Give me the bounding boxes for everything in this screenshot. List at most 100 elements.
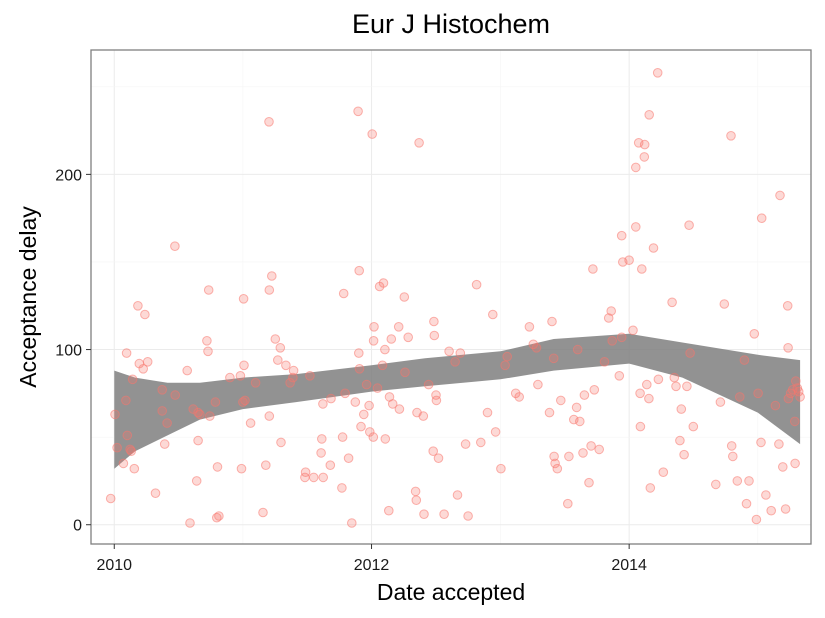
grid (91, 50, 811, 544)
data-point (387, 399, 398, 409)
data-point (378, 278, 389, 288)
data-point (471, 279, 482, 290)
data-point (372, 383, 383, 393)
x-tick-label: 2010 (96, 557, 132, 574)
data-point (550, 458, 560, 469)
data-point (688, 421, 699, 432)
data-point (157, 406, 167, 416)
data-point (500, 360, 510, 371)
data-point (455, 348, 466, 358)
data-point (212, 462, 223, 472)
data-point (399, 292, 410, 302)
data-point (684, 220, 694, 230)
data-point (599, 357, 610, 367)
data-point (419, 509, 429, 520)
data-point (159, 439, 170, 449)
data-point (676, 404, 687, 414)
data-point (170, 241, 180, 251)
data-point (235, 371, 246, 381)
data-point (658, 467, 669, 478)
confidence-band (114, 333, 801, 469)
data-point (368, 432, 379, 442)
data-point (410, 486, 421, 497)
x-tick-label: 2014 (611, 557, 647, 574)
data-point (739, 355, 750, 365)
data-point (368, 336, 379, 346)
data-point (210, 397, 221, 407)
data-point (575, 416, 585, 427)
data-point (711, 479, 721, 490)
data-point (652, 68, 663, 78)
data-point (614, 371, 625, 381)
data-point (317, 434, 327, 444)
data-point (356, 421, 366, 432)
data-point (133, 301, 143, 311)
data-point (300, 467, 311, 478)
data-point (377, 360, 388, 371)
data-point (261, 460, 271, 471)
data-point (732, 476, 743, 486)
data-point (645, 483, 656, 493)
data-point (679, 449, 689, 460)
data-point (549, 451, 559, 462)
data-point (275, 343, 286, 353)
data-point (648, 243, 659, 253)
data-point (285, 378, 295, 388)
data-point (384, 505, 394, 516)
data-point (749, 329, 760, 339)
data-point (631, 162, 641, 173)
data-point (359, 409, 369, 420)
data-point (162, 418, 172, 428)
data-point (482, 407, 493, 418)
data-point (778, 462, 788, 472)
data-point (338, 288, 349, 299)
data-point (347, 518, 357, 528)
data-point (350, 397, 361, 407)
data-point (193, 435, 203, 446)
data-point (393, 322, 404, 332)
data-point (403, 332, 414, 343)
data-point (414, 138, 424, 148)
data-point (367, 129, 378, 139)
x-axis-title: Date accepted (377, 579, 525, 605)
data-point (548, 353, 559, 364)
data-point (531, 343, 542, 353)
data-point (423, 379, 434, 390)
data-point (118, 458, 129, 469)
data-point (264, 411, 275, 421)
data-point (616, 332, 627, 343)
data-point (400, 367, 410, 378)
data-point (766, 505, 777, 516)
data-point (202, 336, 212, 346)
data-point (728, 451, 738, 462)
data-point (589, 385, 600, 395)
confidence-ribbon (114, 333, 801, 469)
data-point (790, 416, 800, 427)
data-point (719, 299, 730, 309)
data-point (579, 390, 590, 400)
data-point (305, 371, 315, 381)
data-point (524, 322, 535, 332)
data-point (418, 411, 429, 421)
data-point (685, 348, 695, 358)
data-point (354, 265, 365, 276)
data-point (121, 348, 132, 358)
data-point (774, 439, 784, 449)
data-point (380, 344, 390, 355)
data-point (642, 379, 652, 390)
data-point (142, 357, 153, 367)
data-point (170, 390, 180, 400)
data-point (476, 437, 486, 448)
data-point (756, 437, 766, 448)
data-point (270, 334, 281, 344)
data-point (782, 301, 793, 311)
data-point (544, 407, 555, 418)
data-point (195, 409, 205, 420)
data-point (644, 110, 655, 120)
data-point (191, 476, 202, 486)
data-point (631, 222, 641, 232)
data-point (637, 264, 647, 274)
data-point (744, 476, 754, 486)
data-point (452, 490, 463, 500)
data-point (245, 418, 256, 428)
